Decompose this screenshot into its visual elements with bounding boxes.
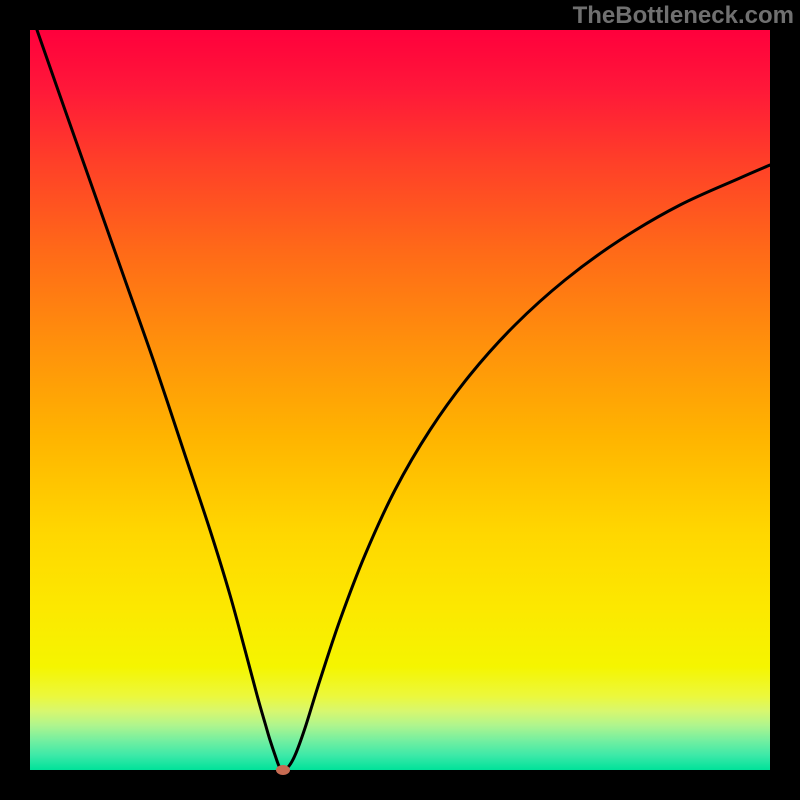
optimal-point-marker <box>276 765 290 775</box>
chart-frame: TheBottleneck.com <box>0 0 800 800</box>
bottleneck-curve <box>0 0 800 800</box>
